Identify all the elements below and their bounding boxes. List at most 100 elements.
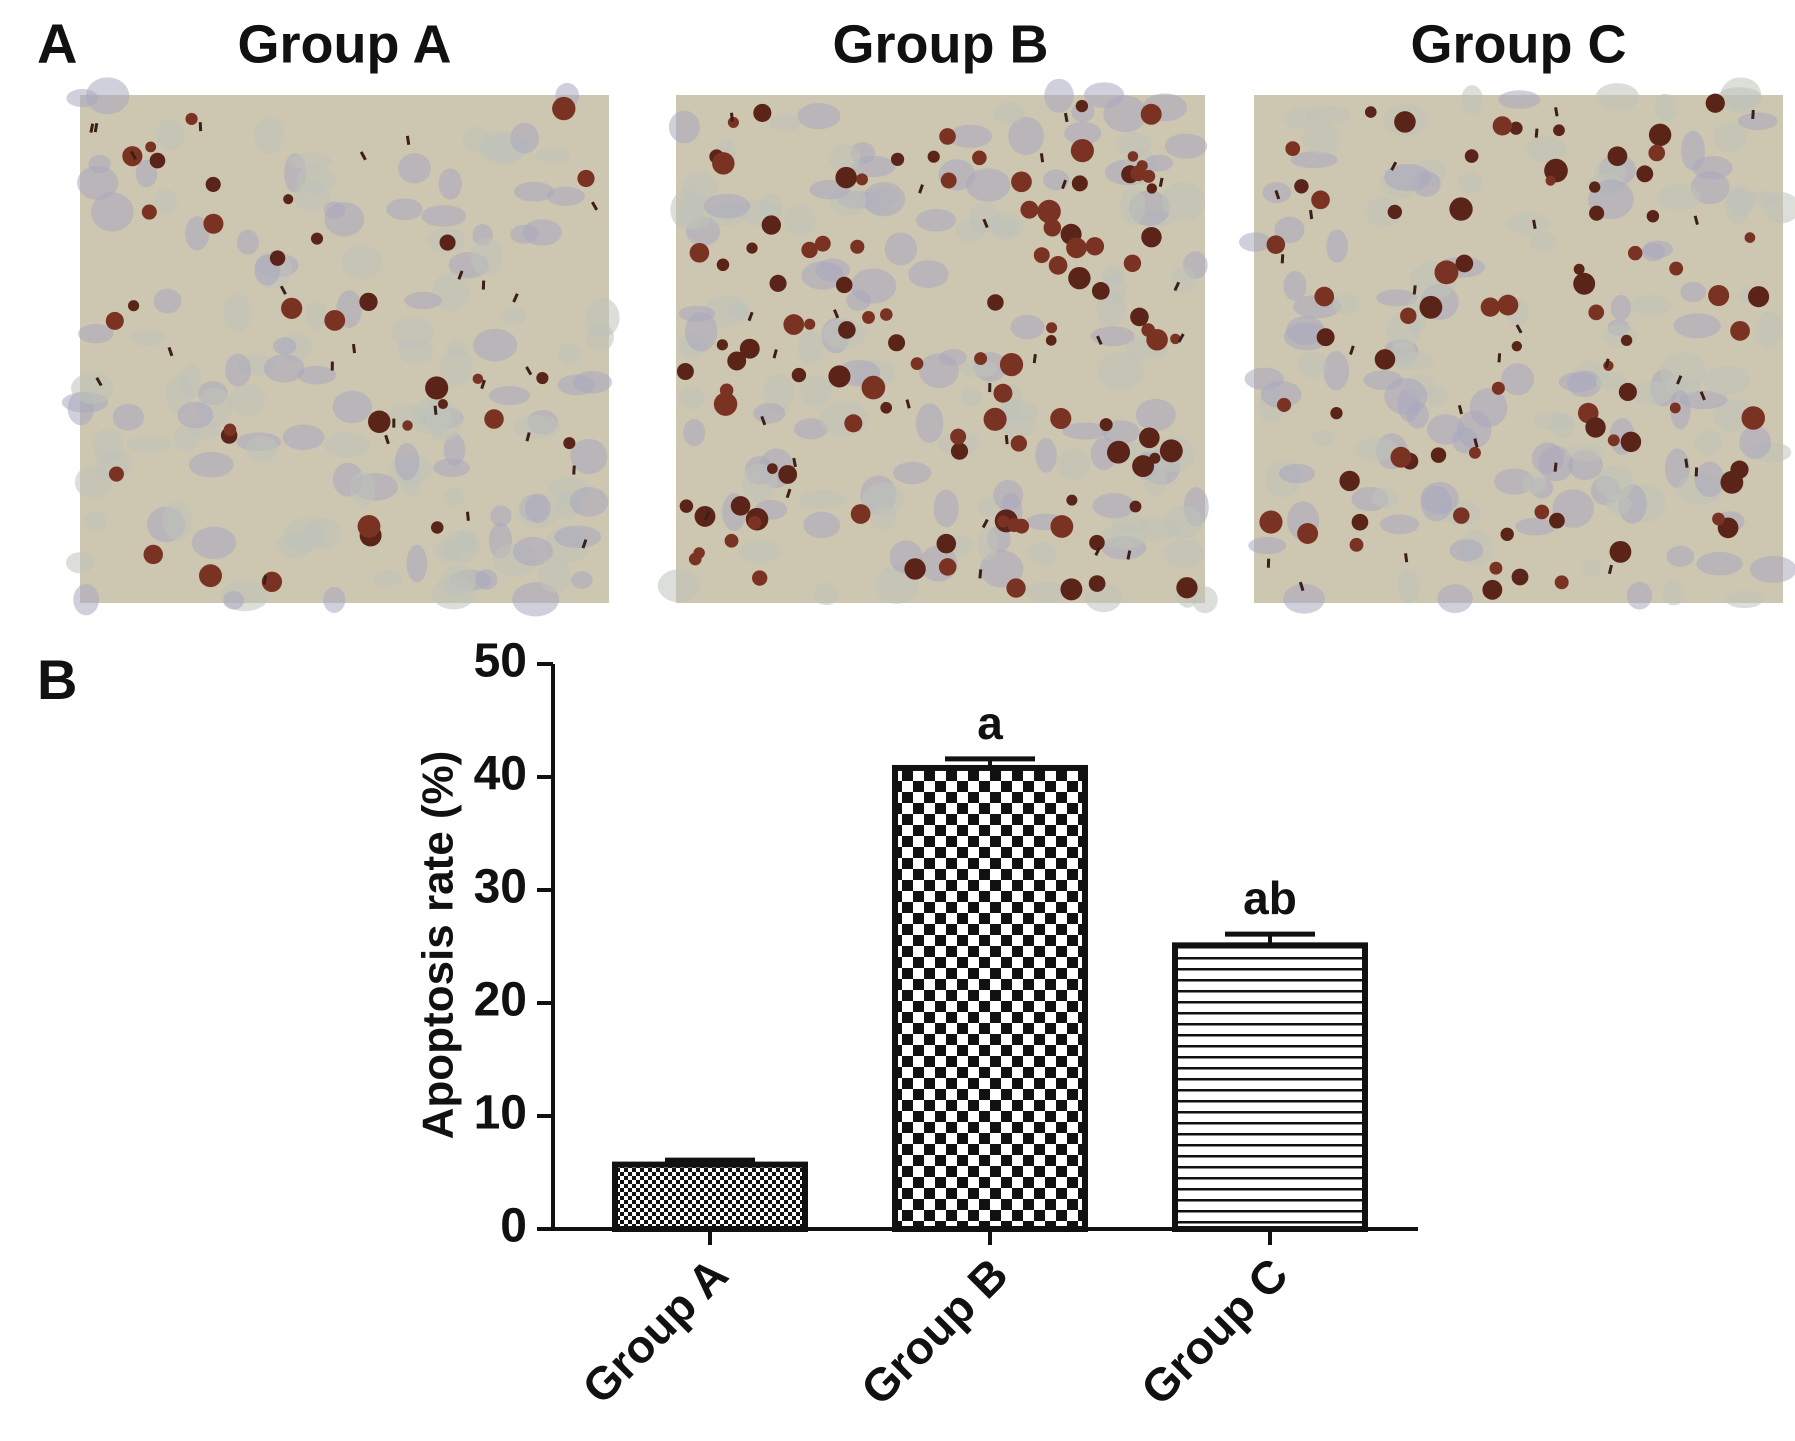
tissue-cell	[1664, 376, 1702, 396]
stained-nucleus	[679, 499, 694, 513]
stained-nucleus	[128, 300, 140, 312]
stained-nucleus	[950, 442, 969, 460]
stained-nucleus	[1553, 124, 1565, 137]
tissue-cell	[536, 147, 570, 164]
stained-nucleus	[724, 533, 739, 548]
stained-nucleus	[1046, 322, 1058, 334]
tissue-cell	[1739, 425, 1772, 460]
stained-fragment	[1607, 564, 1613, 575]
stained-nucleus	[1453, 507, 1470, 524]
stained-nucleus	[850, 504, 871, 524]
stained-nucleus	[1744, 232, 1756, 243]
tissue-cell	[554, 525, 602, 549]
stained-nucleus	[1400, 307, 1417, 325]
stained-nucleus	[1497, 294, 1519, 316]
tissue-cell	[1737, 112, 1778, 130]
tissue-cell	[1043, 169, 1070, 191]
stained-nucleus	[835, 166, 857, 189]
tissue-cell	[77, 323, 114, 344]
stained-nucleus	[149, 152, 166, 169]
stained-nucleus	[1364, 106, 1377, 118]
tissue-cell	[1420, 485, 1452, 522]
stained-nucleus	[938, 558, 957, 576]
tissue-cell	[1630, 380, 1673, 406]
stained-nucleus	[1609, 540, 1632, 563]
tissue-cell	[444, 487, 465, 507]
stained-fragment	[1126, 550, 1132, 560]
stained-nucleus	[1748, 286, 1770, 308]
stained-fragment	[384, 434, 390, 445]
stained-nucleus	[997, 515, 1010, 528]
stained-fragment	[405, 135, 411, 145]
stained-fragment	[1534, 128, 1539, 138]
micrograph	[657, 78, 1218, 614]
tissue-cell	[703, 193, 751, 219]
stained-nucleus	[1048, 256, 1068, 275]
stained-nucleus	[1455, 254, 1474, 273]
tissue-cell	[1696, 551, 1743, 576]
stained-fragment	[392, 418, 396, 428]
stained-fragment	[1280, 254, 1285, 264]
image-title: Group C	[1411, 14, 1627, 74]
stained-nucleus	[1627, 245, 1643, 261]
y-tick-label: 40	[474, 748, 527, 801]
stained-nucleus	[753, 103, 772, 122]
stained-nucleus	[1646, 209, 1660, 223]
stained-nucleus	[1607, 434, 1620, 447]
stained-nucleus	[801, 241, 818, 259]
stained-nucleus	[1741, 406, 1766, 430]
tissue-cell	[112, 403, 145, 431]
tissue-cell	[323, 432, 371, 458]
stained-nucleus	[862, 311, 875, 324]
tissue-cell	[1332, 293, 1359, 315]
tissue-cell	[1278, 463, 1315, 484]
tissue-cell	[851, 155, 896, 178]
stained-nucleus	[1088, 575, 1106, 592]
stained-nucleus	[1123, 254, 1142, 273]
tissue-cell	[1285, 316, 1325, 345]
stained-nucleus	[1085, 237, 1105, 256]
tissue-cell	[1092, 493, 1136, 519]
tissue-cell	[1120, 186, 1146, 226]
tissue-cell	[569, 487, 609, 517]
stained-fragment	[167, 346, 174, 357]
stained-fragment	[512, 293, 519, 303]
tissue-cell	[156, 118, 185, 151]
tissue-cell	[406, 544, 428, 583]
stained-fragment	[465, 511, 470, 521]
tissue-cell	[135, 159, 158, 188]
stained-fragment	[93, 123, 99, 133]
stained-fragment	[1473, 438, 1479, 448]
tissue-cell	[500, 307, 527, 325]
x-tick-label: Group A	[572, 1248, 738, 1414]
bar	[1172, 942, 1368, 1232]
tissue-cell	[1456, 410, 1492, 449]
tissue-cell	[1380, 514, 1419, 535]
tissue-cell	[1283, 271, 1307, 301]
tissue-cell	[373, 569, 402, 587]
tissue-cell	[1163, 506, 1204, 539]
stained-nucleus	[861, 375, 886, 400]
tissue-cell	[1602, 324, 1638, 348]
stained-nucleus	[814, 235, 831, 252]
tissue-cell	[938, 349, 967, 367]
tissue-cell	[441, 530, 481, 564]
tissue-cell	[657, 569, 701, 603]
stained-nucleus	[1549, 512, 1565, 529]
stained-nucleus	[1259, 510, 1283, 534]
tissue-cell	[1457, 171, 1482, 195]
tissue-cell	[1744, 190, 1781, 208]
stained-fragment	[785, 488, 792, 499]
tissue-cell	[332, 390, 372, 424]
stained-nucleus	[1010, 435, 1027, 452]
stained-nucleus	[713, 392, 738, 416]
tissue-cell	[305, 299, 327, 330]
stained-nucleus	[1311, 190, 1330, 210]
stained-nucleus	[1390, 446, 1412, 468]
stained-fragment	[433, 405, 438, 415]
bar	[892, 764, 1088, 1233]
tissue-cell	[185, 216, 210, 251]
stained-nucleus	[1071, 175, 1088, 192]
stained-nucleus	[430, 521, 444, 534]
stained-nucleus	[1480, 297, 1500, 317]
